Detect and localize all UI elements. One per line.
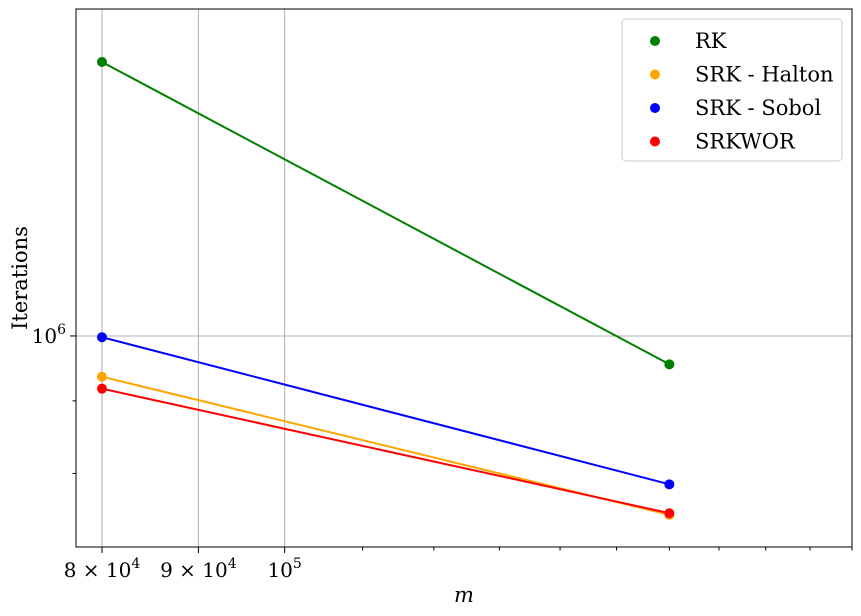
data-point-srk-sobol	[664, 479, 675, 490]
legend-label-srk-halton: SRK - Halton	[695, 63, 834, 87]
legend-label-srkwor: SRKWOR	[695, 130, 796, 154]
plot-frame	[75, 8, 853, 548]
legend: RK SRK - Halton SRK - Sobol SRKWOR	[621, 18, 843, 162]
x-axis-label: m	[454, 583, 474, 607]
y-tick-label: 106	[32, 322, 66, 348]
legend-marker-rk	[650, 36, 660, 46]
y-axis-label: Iterations	[8, 226, 32, 330]
legend-label-rk: RK	[695, 29, 727, 53]
x-tick-label: 105	[267, 556, 301, 582]
x-tick-label: 9 × 104	[160, 556, 237, 582]
x-tick-label: 8 × 104	[64, 556, 141, 582]
data-point-srkwor	[664, 508, 675, 519]
data-point-srk-sobol	[96, 332, 107, 343]
series-line-srk-sobol	[101, 336, 670, 486]
legend-label-srk-sobol: SRK - Sobol	[695, 96, 821, 120]
series-line-rk	[101, 61, 670, 366]
axis-ticks: 8 × 104 9 × 104 105 106	[32, 322, 853, 582]
series-layer	[96, 56, 675, 520]
series-line-srkwor	[101, 387, 670, 515]
legend-marker-srkwor	[650, 136, 660, 147]
data-point-srkwor	[96, 383, 107, 394]
legend-box	[621, 18, 843, 162]
data-point-srk-halton	[96, 371, 107, 382]
legend-marker-srk-halton	[650, 69, 660, 80]
data-point-rk	[96, 56, 107, 67]
grid-lines	[76, 9, 852, 547]
legend-marker-srk-sobol	[650, 103, 660, 113]
data-point-rk	[664, 359, 675, 370]
